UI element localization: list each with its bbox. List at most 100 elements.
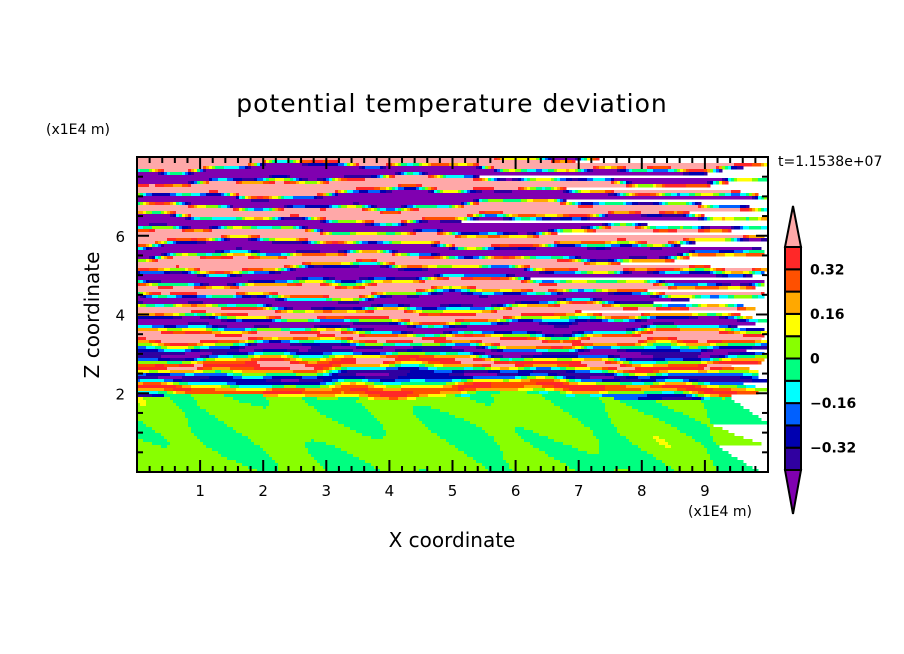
contour-cell <box>722 358 732 362</box>
contour-cell <box>539 448 579 452</box>
contour-cell <box>287 256 420 260</box>
contour-cell <box>311 439 315 443</box>
contour-cell <box>395 277 417 281</box>
contour-cell <box>296 226 300 230</box>
contour-cell <box>569 466 672 470</box>
contour-cell <box>320 325 342 329</box>
contour-cell <box>305 205 330 209</box>
contour-cell <box>272 196 279 200</box>
contour-cell <box>551 256 564 260</box>
contour-cell <box>374 187 381 191</box>
contour-cell <box>464 202 468 206</box>
contour-cell <box>239 340 246 344</box>
contour-cell <box>677 325 720 329</box>
contour-cell <box>344 391 366 395</box>
contour-cell <box>647 226 651 230</box>
contour-cell <box>377 307 384 311</box>
contour-cell <box>284 352 291 356</box>
contour-cell <box>554 334 564 338</box>
contour-cell <box>608 412 645 416</box>
contour-cell <box>479 295 489 299</box>
contour-cell <box>236 316 267 320</box>
contour-cell <box>722 283 732 287</box>
contour-cell <box>578 331 585 335</box>
contour-cell <box>695 418 711 422</box>
contour-cell <box>323 217 327 221</box>
contour-cell <box>161 241 165 245</box>
contour-cell <box>326 280 333 284</box>
contour-cell <box>194 181 198 185</box>
contour-cell <box>320 217 324 221</box>
contour-cell <box>590 376 615 380</box>
contour-cell <box>386 430 432 434</box>
contour-cell <box>578 268 624 272</box>
contour-cell <box>524 364 534 368</box>
contour-cell <box>137 175 270 179</box>
contour-cell <box>404 208 408 212</box>
contour-cell <box>629 184 633 188</box>
contour-cell <box>749 370 759 374</box>
contour-cell <box>629 241 636 245</box>
contour-cell <box>311 328 318 332</box>
contour-cell <box>650 295 657 299</box>
contour-cell <box>356 250 360 254</box>
contour-cell <box>473 292 483 296</box>
contour-cell <box>224 394 264 398</box>
contour-cell <box>689 202 693 206</box>
contour-cell <box>386 166 477 170</box>
contour-cell <box>689 391 693 395</box>
contour-cell <box>428 172 684 176</box>
contour-cell <box>398 223 402 227</box>
contour-cell <box>581 379 603 383</box>
contour-cell <box>137 190 210 194</box>
contour-cell <box>581 361 606 365</box>
contour-cell <box>320 208 327 212</box>
contour-cell <box>371 223 375 227</box>
contour-cell <box>245 217 255 221</box>
contour-cell <box>278 463 321 467</box>
contour-cell <box>674 241 678 245</box>
contour-cell <box>293 310 306 314</box>
contour-cell <box>731 283 741 287</box>
contour-cell <box>428 394 447 398</box>
contour-cell <box>569 412 609 416</box>
contour-cell <box>290 178 294 182</box>
contour-cell <box>380 352 387 356</box>
contour-cell <box>239 346 246 350</box>
contour-cell <box>248 235 252 239</box>
contour-cell <box>137 373 147 377</box>
contour-cell <box>404 310 408 314</box>
contour-cell <box>278 469 327 473</box>
contour-cell <box>305 310 315 314</box>
contour-cell <box>668 241 672 245</box>
contour-cell <box>236 196 240 200</box>
contour-cell <box>563 214 570 218</box>
contour-cell <box>209 190 219 194</box>
contour-cell <box>752 373 759 377</box>
contour-cell <box>464 319 489 323</box>
contour-cell <box>272 175 288 179</box>
contour-cell <box>395 265 399 269</box>
contour-cell <box>317 217 321 221</box>
contour-cell <box>212 226 219 230</box>
contour-cell <box>668 226 681 230</box>
contour-cell <box>383 166 387 170</box>
contour-cell <box>497 178 501 182</box>
contour-cell <box>284 385 297 389</box>
contour-cell <box>239 343 246 347</box>
contour-cell <box>308 163 339 167</box>
contour-cell <box>548 289 555 293</box>
contour-cell <box>242 178 255 182</box>
contour-cell <box>515 316 522 320</box>
contour-cell <box>710 181 714 185</box>
contour-cell <box>167 382 174 386</box>
contour-cell <box>233 355 249 359</box>
contour-cell <box>530 187 537 191</box>
contour-cell <box>269 238 276 242</box>
contour-cell <box>689 253 693 257</box>
contour-cell <box>185 217 189 221</box>
contour-cell <box>290 253 294 257</box>
contour-cell <box>323 181 327 185</box>
contour-cell <box>140 292 144 296</box>
contour-cell <box>683 172 690 176</box>
